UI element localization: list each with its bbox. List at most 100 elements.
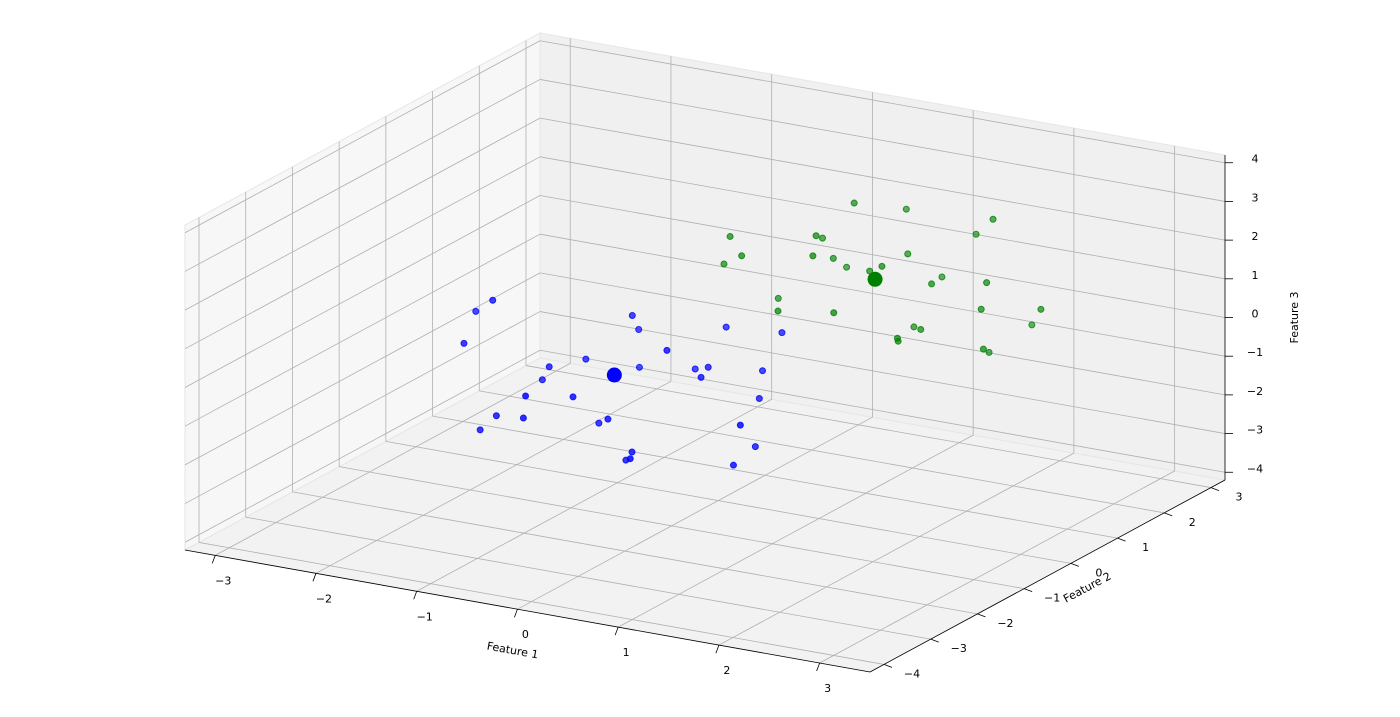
y-tick-label: 3 xyxy=(1235,491,1242,504)
point xyxy=(809,252,817,260)
point xyxy=(819,234,827,242)
grid-line xyxy=(539,311,1226,434)
point xyxy=(902,205,910,213)
point xyxy=(829,254,837,262)
z-tick-label: −2 xyxy=(1247,385,1263,398)
grid-line xyxy=(539,272,1226,396)
point xyxy=(878,262,886,270)
point xyxy=(830,309,838,317)
y-tick-label: 2 xyxy=(1189,516,1196,529)
grid-line xyxy=(539,117,1226,241)
grid-line xyxy=(315,380,672,574)
grid-line xyxy=(184,40,541,234)
point xyxy=(622,456,630,464)
point xyxy=(759,367,767,375)
point xyxy=(812,232,820,240)
z-axis-label: Feature 3 xyxy=(1288,291,1301,343)
point xyxy=(472,307,480,315)
point xyxy=(595,419,603,427)
point xyxy=(738,252,746,260)
z-tick-label: 4 xyxy=(1252,153,1259,166)
tick-mark xyxy=(1164,512,1173,517)
x-tick-label: −2 xyxy=(316,592,332,605)
point xyxy=(778,329,786,337)
grid-line xyxy=(184,195,541,388)
point xyxy=(843,263,851,271)
tick-mark xyxy=(715,644,720,654)
point xyxy=(979,345,987,353)
grid-line xyxy=(245,516,931,640)
y-tick-label: −2 xyxy=(997,617,1013,630)
grid-line xyxy=(416,398,772,592)
point xyxy=(850,199,858,207)
x-tick-label: 0 xyxy=(522,628,529,641)
z-tick-label: 1 xyxy=(1252,269,1259,282)
z-tick-label: −1 xyxy=(1247,346,1263,359)
grid-line xyxy=(184,79,541,272)
grid-line xyxy=(539,79,1226,202)
point xyxy=(604,415,612,423)
tick-mark xyxy=(413,591,418,600)
point xyxy=(489,296,497,304)
x-tick-label: −1 xyxy=(417,610,433,623)
x-tick-label: −3 xyxy=(215,574,231,587)
grid-line xyxy=(718,452,1075,646)
grid-line xyxy=(385,440,1071,564)
grid-line xyxy=(184,311,541,504)
grid-line xyxy=(819,470,1175,664)
tick-mark xyxy=(930,638,939,643)
grid-line xyxy=(479,390,1165,514)
y-tick-label: −3 xyxy=(951,642,967,655)
point xyxy=(774,307,782,315)
grid-line xyxy=(184,233,541,427)
grid-line xyxy=(539,156,1226,280)
point xyxy=(736,421,744,429)
point xyxy=(722,323,730,331)
point xyxy=(774,294,782,302)
point xyxy=(938,273,946,281)
y-tick-label: 1 xyxy=(1142,541,1149,554)
point xyxy=(904,250,912,258)
centroid xyxy=(606,367,622,383)
point xyxy=(1037,305,1045,313)
grid-line xyxy=(292,491,978,615)
x-tick-label: 2 xyxy=(723,664,730,677)
point xyxy=(910,323,918,331)
point xyxy=(663,346,671,354)
grid-line xyxy=(215,363,571,556)
point xyxy=(977,305,985,313)
x-axis-label: Feature 1 xyxy=(486,640,540,662)
point xyxy=(538,376,546,384)
point xyxy=(519,414,527,422)
tick-mark xyxy=(514,609,518,618)
point xyxy=(545,363,553,371)
point xyxy=(635,363,643,371)
tick-mark xyxy=(1210,487,1220,491)
z-tick-label: 2 xyxy=(1252,230,1259,243)
point xyxy=(697,373,705,381)
tick-mark xyxy=(977,613,986,618)
grid-line xyxy=(432,415,1118,539)
point xyxy=(894,337,902,345)
tick-mark xyxy=(883,664,893,668)
point xyxy=(476,426,484,434)
grid-line xyxy=(539,195,1226,318)
point xyxy=(972,230,980,238)
grid-line xyxy=(539,349,1226,473)
point xyxy=(720,260,728,268)
y-tick-label: −4 xyxy=(904,667,920,680)
z-tick-label: −3 xyxy=(1247,424,1263,437)
grid-line xyxy=(617,434,974,628)
point xyxy=(928,280,936,288)
point xyxy=(492,412,500,420)
y-axis-label: Feature 2 xyxy=(1061,570,1113,606)
z-tick-label: 0 xyxy=(1252,308,1259,321)
point xyxy=(1028,321,1036,329)
x-tick-label: 1 xyxy=(623,646,630,659)
point xyxy=(582,355,590,363)
tick-mark xyxy=(1024,588,1033,593)
point xyxy=(755,395,763,403)
point xyxy=(569,393,577,401)
point xyxy=(917,325,925,333)
